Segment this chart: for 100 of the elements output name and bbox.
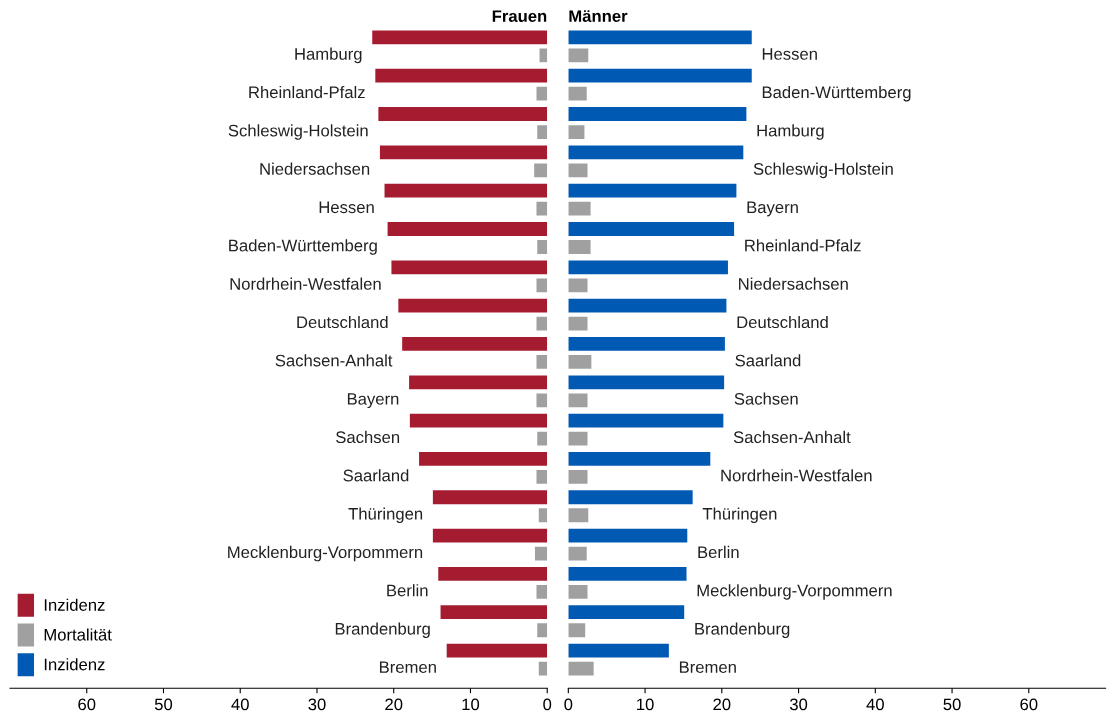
bar (402, 337, 548, 351)
bar (568, 585, 588, 599)
chart-title: Frauen (492, 10, 547, 23)
bar (446, 643, 548, 658)
bar (568, 508, 589, 523)
category-label: Mecklenburg-Vorpommern (697, 584, 892, 600)
category-label: Hessen (762, 48, 817, 60)
category-label: Berlin (698, 545, 739, 559)
category-label: Schleswig-Holstein (228, 124, 368, 140)
bar (387, 222, 548, 236)
legend-label: Mortalität (44, 628, 112, 641)
bar (391, 260, 548, 275)
bar (568, 393, 588, 408)
bar (438, 567, 548, 581)
category-label: Saarland (343, 469, 409, 482)
bar (568, 452, 711, 466)
category-label: Baden-Württemberg (762, 85, 911, 102)
bar (568, 413, 724, 428)
bar (378, 107, 548, 121)
bar (568, 490, 693, 505)
bar (568, 48, 589, 63)
bar (568, 316, 588, 331)
chart-title: Männer (569, 10, 628, 23)
x-tick-label: 10 (637, 698, 654, 711)
category-label: Sachsen (734, 392, 798, 405)
x-tick-label: 50 (943, 698, 961, 711)
bar (537, 125, 548, 139)
legend-label: Inzidenz (44, 658, 105, 671)
bar (536, 470, 548, 484)
x-tick-label: 60 (78, 698, 96, 711)
bar (568, 125, 585, 139)
bar (568, 528, 688, 543)
bar (409, 413, 548, 428)
bar (568, 260, 728, 275)
category-label: Sachsen (336, 430, 400, 444)
category-label: Rheinland-Pfalz (745, 239, 861, 252)
category-label: Hamburg (757, 124, 824, 140)
x-tick-label: 30 (789, 698, 808, 711)
category-label: Hamburg (295, 47, 362, 64)
x-tick-label: 20 (385, 698, 403, 711)
bar (568, 222, 735, 236)
category-label: Hessen (319, 201, 374, 214)
x-tick-label: 30 (308, 698, 326, 711)
bar (375, 68, 548, 83)
x-tick-label: 20 (713, 698, 731, 711)
category-label: Brandenburg (695, 622, 790, 638)
category-label: Baden-Württemberg (229, 239, 377, 255)
category-label: Deutschland (737, 315, 828, 329)
x-tick-label: 40 (231, 698, 249, 711)
x-tick-label: 0 (564, 698, 573, 711)
bar (536, 86, 548, 101)
bar (568, 623, 586, 638)
bar (568, 567, 687, 581)
bar (568, 470, 588, 484)
bar (537, 431, 548, 446)
category-label: Schleswig-Holstein (753, 162, 893, 179)
bar (536, 278, 548, 293)
bar (372, 30, 548, 45)
x-tick-label: 0 (543, 698, 552, 711)
bar (536, 201, 548, 216)
category-label: Berlin (387, 584, 428, 597)
bar (538, 508, 548, 523)
bar (537, 240, 548, 254)
bar (568, 163, 588, 178)
bar (568, 546, 587, 561)
bar (568, 68, 752, 83)
bar (537, 623, 548, 638)
category-label: Bayern (347, 393, 399, 409)
bar (568, 661, 594, 676)
bar (440, 605, 548, 620)
bar (384, 183, 548, 198)
category-label: Mecklenburg-Vorpommern (228, 545, 423, 562)
category-label: Bayern (747, 201, 798, 217)
category-label: Rheinland-Pfalz (249, 85, 365, 99)
bar (568, 183, 737, 198)
bar (536, 585, 548, 599)
x-tick-label: 50 (154, 698, 173, 711)
bar (538, 661, 548, 676)
category-label: Sachsen-Anhalt (733, 430, 851, 444)
bar (568, 431, 588, 446)
bar (568, 201, 591, 216)
category-label: Nordrhein-Westfalen (721, 469, 872, 482)
bar (568, 145, 744, 160)
category-label: Thüringen (702, 507, 777, 524)
x-tick-label: 10 (462, 698, 480, 711)
bar (568, 298, 727, 313)
bar (539, 48, 548, 63)
bar (568, 107, 747, 121)
category-label: Sachsen-Anhalt (275, 354, 393, 367)
bar (568, 337, 725, 351)
category-label: Bremen (379, 661, 436, 674)
bar (568, 240, 591, 254)
bar (534, 163, 548, 178)
category-label: Thüringen (348, 507, 423, 524)
bar (568, 605, 685, 620)
bar (398, 298, 548, 313)
bar (568, 30, 752, 45)
category-label: Brandenburg (335, 622, 430, 638)
bar (568, 643, 669, 658)
bar (432, 490, 548, 505)
